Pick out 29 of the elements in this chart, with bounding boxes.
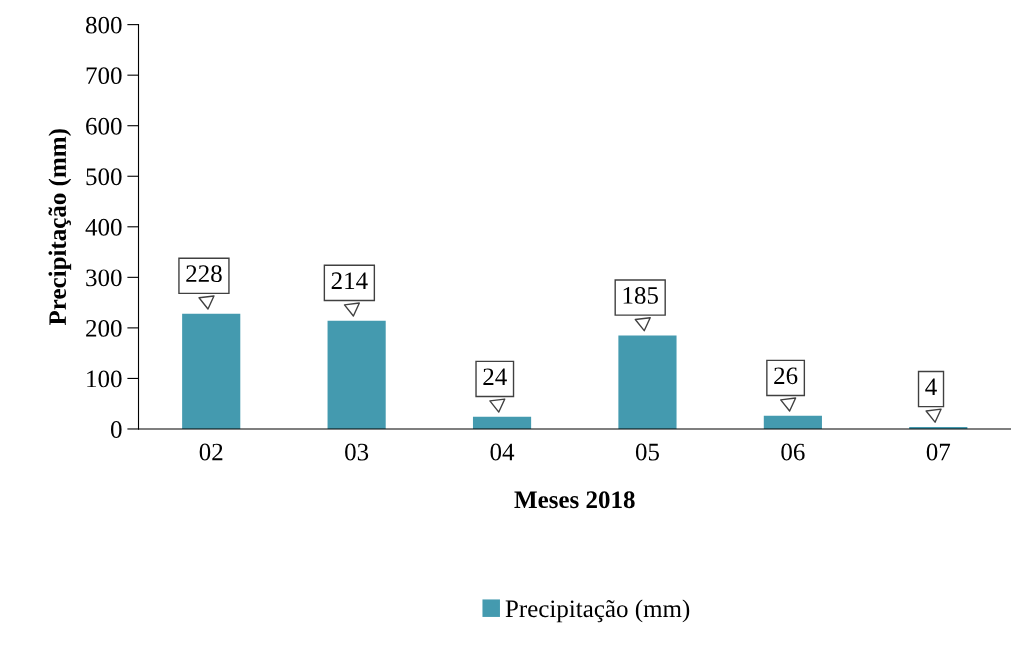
x-tick-label: 03 [345,443,369,461]
bar [472,416,532,429]
bar [182,313,241,429]
data-label: 4 [925,378,937,396]
x-tick-label: 05 [635,443,659,461]
legend-label: Precipitação (mm) [505,599,690,623]
y-tick-label: 700 [86,67,122,85]
bar [618,335,677,429]
y-tick-label: 800 [85,16,122,34]
x-axis-title: Meses 2018 [514,491,635,509]
y-tick-label: 500 [86,168,122,186]
y-tick-label: 400 [85,218,122,236]
y-tick-label: 200 [86,319,122,337]
data-label: 185 [623,286,658,304]
data-label: 228 [186,265,222,283]
x-tick-label: 06 [781,443,805,461]
data-label: 214 [331,272,368,289]
x-tick-label: 04 [490,443,515,461]
data-label: 24 [483,368,507,385]
data-label: 26 [774,367,798,385]
y-tick-label: 100 [87,370,122,388]
y-tick-label: 600 [86,117,122,135]
x-tick-label: 02 [199,443,223,461]
bar [763,415,822,429]
y-tick-label: 0 [110,421,122,438]
x-tick-label: 07 [926,443,951,461]
bar [327,320,386,429]
y-tick-label: 300 [86,269,122,287]
y-axis-title: Precipitação (mm) [48,129,72,326]
